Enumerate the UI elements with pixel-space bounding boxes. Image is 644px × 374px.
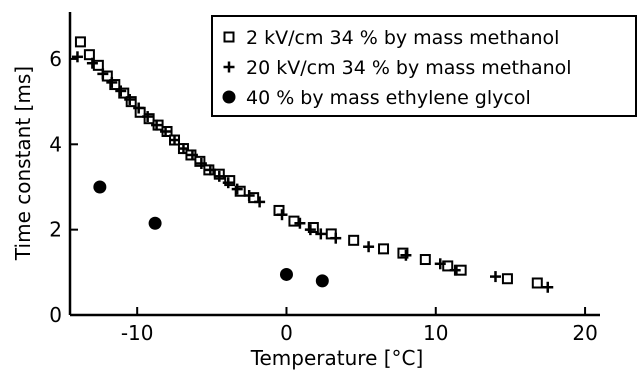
data-point-plus — [304, 224, 316, 236]
data-point-plus — [363, 241, 375, 253]
data-point-plus — [222, 177, 234, 189]
data-point-plus — [449, 264, 461, 276]
x-tick-label: 20 — [572, 321, 597, 345]
legend-box — [211, 15, 637, 117]
data-point-square — [378, 243, 390, 255]
x-tick-label: -10 — [121, 321, 154, 345]
data-point-square — [234, 185, 246, 197]
data-point-plus — [151, 119, 163, 131]
data-point-plus — [133, 102, 145, 114]
legend-label: 40 % by mass ethylene glycol — [246, 87, 531, 109]
data-point-circle — [93, 180, 107, 194]
data-point-plus — [71, 51, 83, 63]
data-point-plus — [97, 68, 109, 80]
data-point-plus — [400, 249, 412, 261]
data-point-plus — [106, 76, 118, 88]
data-point-plus — [124, 93, 136, 105]
data-point-plus — [254, 196, 266, 208]
legend-item: 40 % by mass ethylene glycol — [222, 87, 531, 109]
data-point-square — [224, 175, 236, 187]
data-point-square — [125, 96, 137, 108]
legend-marker-square — [223, 31, 235, 43]
data-point-circle — [148, 216, 162, 230]
data-point-plus — [169, 134, 181, 146]
data-point-plus — [434, 258, 446, 270]
legend: 2 kV/cm 34 % by mass methanol 20 kV/cm 34… — [211, 15, 637, 117]
data-point-plus — [315, 228, 327, 240]
y-tick-label: 6 — [49, 47, 62, 71]
data-point-square — [143, 113, 155, 125]
legend-marker-circle — [222, 90, 236, 104]
data-point-plus — [115, 85, 127, 97]
y-axis-label: Time constant [ms] — [11, 66, 35, 261]
data-point-plus — [489, 271, 501, 283]
data-point-square — [194, 155, 206, 167]
data-point-plus — [330, 232, 342, 244]
data-point-circle — [279, 267, 293, 281]
data-point-square — [348, 234, 360, 246]
data-point-plus — [542, 281, 554, 293]
data-point-plus — [195, 158, 207, 169]
data-point-plus — [160, 125, 172, 137]
data-point-square — [109, 79, 121, 91]
legend-label: 20 kV/cm 34 % by mass methanol — [246, 57, 572, 79]
data-point-plus — [243, 190, 255, 202]
data-point-plus — [213, 170, 225, 182]
data-point-square — [397, 247, 409, 259]
data-point-square — [118, 87, 130, 99]
data-point-square — [83, 49, 95, 61]
data-point-plus — [142, 111, 154, 123]
data-point-plus — [294, 217, 306, 229]
data-point-plus — [186, 149, 198, 161]
data-point-square — [74, 36, 86, 48]
data-point-plus — [276, 209, 288, 221]
data-point-square — [531, 277, 543, 289]
data-point-square — [288, 215, 300, 227]
series-plus — [71, 51, 554, 293]
data-point-square — [442, 260, 454, 272]
data-point-plus — [177, 143, 189, 155]
series-circle — [93, 180, 329, 288]
data-point-plus — [86, 57, 98, 69]
legend-item: 20 kV/cm 34 % by mass methanol — [223, 57, 572, 79]
data-point-square — [307, 222, 319, 234]
data-point-square — [419, 254, 431, 266]
data-point-circle — [315, 274, 329, 288]
data-marks — [71, 36, 554, 293]
ticks: -10 0 10 20 0 2 4 6 — [49, 47, 598, 345]
y-tick-label: 4 — [49, 132, 62, 156]
x-axis-label: Temperature [°C] — [250, 346, 424, 370]
axes — [68, 12, 600, 317]
data-point-plus — [231, 183, 243, 195]
data-point-plus — [204, 164, 216, 176]
x-tick-label: 10 — [423, 321, 448, 345]
legend-items: 2 kV/cm 34 % by mass methanol 20 kV/cm 34… — [222, 27, 572, 109]
data-point-square — [501, 273, 513, 285]
legend-marker-plus — [223, 61, 235, 73]
y-tick-label: 0 — [49, 303, 62, 327]
legend-item: 2 kV/cm 34 % by mass methanol — [223, 27, 559, 49]
data-point-square — [92, 59, 104, 71]
y-tick-label: 2 — [49, 218, 62, 242]
legend-label: 2 kV/cm 34 % by mass methanol — [246, 27, 559, 49]
x-tick-label: 0 — [280, 321, 293, 345]
